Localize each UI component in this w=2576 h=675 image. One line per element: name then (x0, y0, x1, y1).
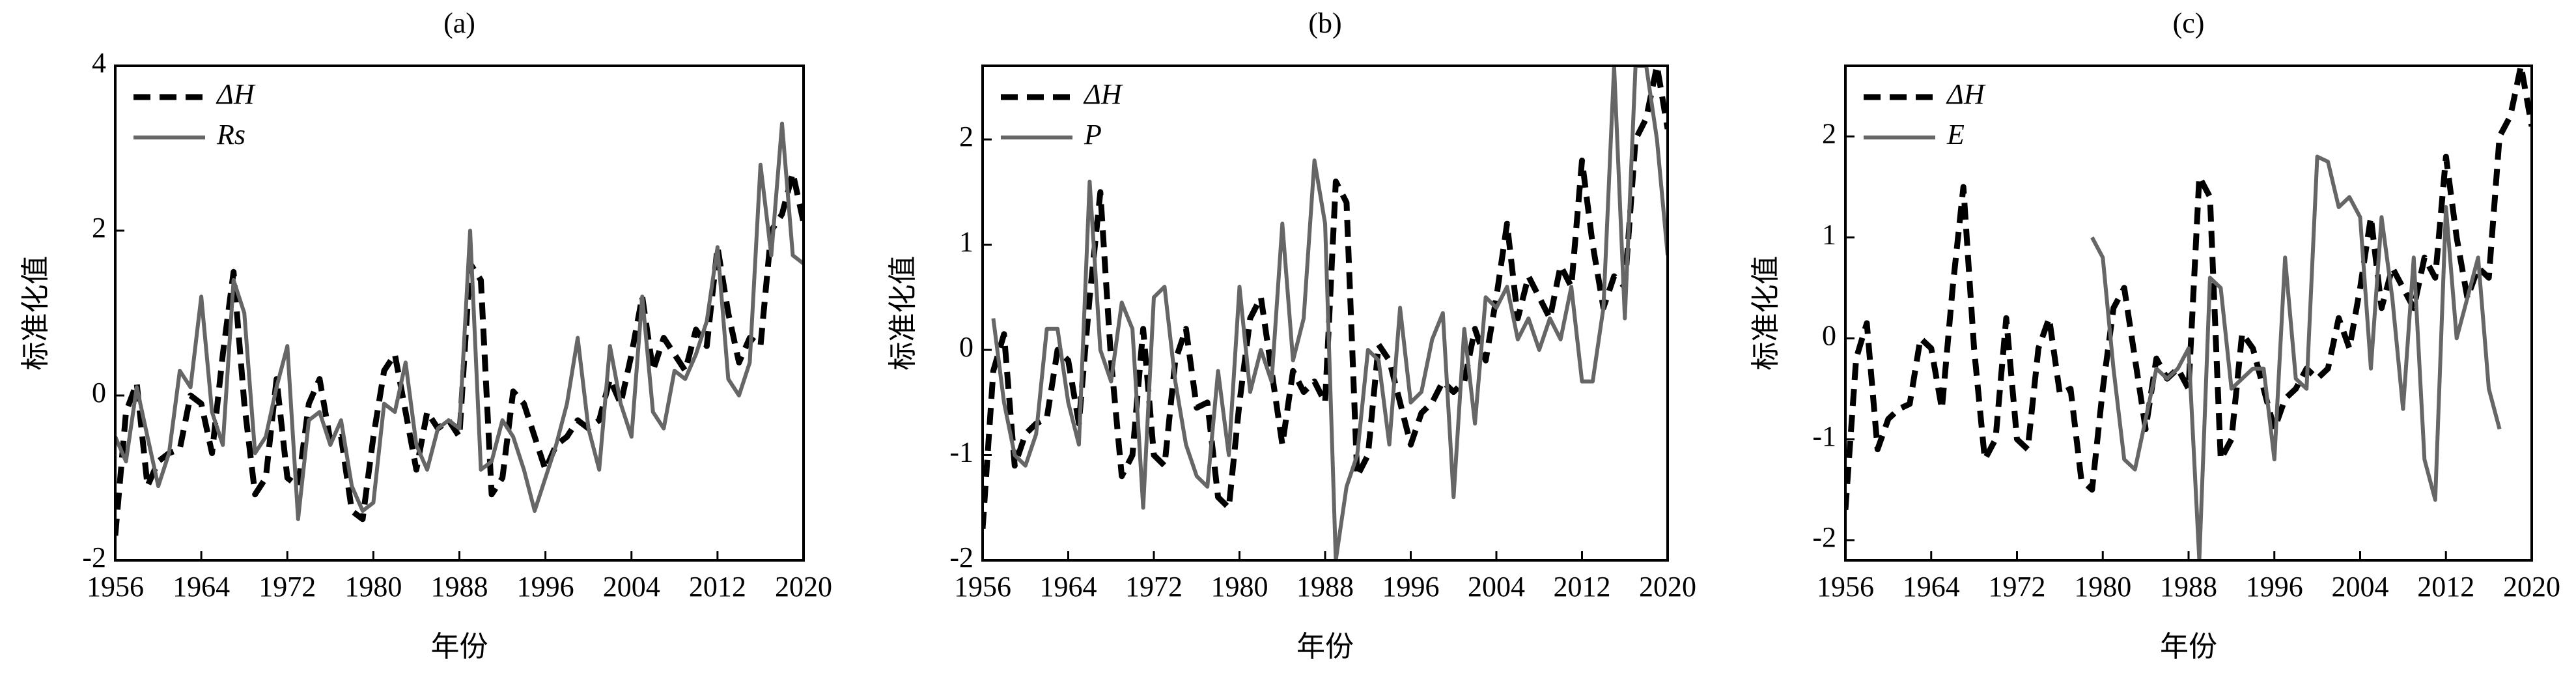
x-tick-label: 1988 (431, 571, 488, 603)
y-tick-label: 2 (92, 212, 106, 244)
x-tick-label: 1972 (1125, 571, 1183, 603)
data-line (983, 66, 1668, 529)
panel: (a) -2 0 2 4 1956 1964 1972 1980 1988 1996 2004 2012… (19, 7, 832, 663)
x-axis-label: 年份 (1296, 630, 1354, 663)
legend-label: ΔH (1946, 78, 1986, 110)
x-tick-label: 2004 (603, 571, 660, 603)
x-tick-label: 1956 (1817, 571, 1874, 603)
legend-label: E (1946, 119, 1965, 151)
data-line (115, 121, 804, 521)
legend-label: ΔH (216, 78, 256, 110)
panel: (b) -2 -1 0 1 2 1956 1964 1972 1980 1988 1996 2004 20… (886, 7, 1696, 663)
y-tick-label: -2 (949, 541, 973, 573)
x-tick-label: 1972 (1989, 571, 2046, 603)
x-tick-label: 2012 (1554, 571, 1611, 603)
x-tick-label: 1980 (2074, 571, 2131, 603)
axes-frame (981, 65, 1669, 562)
x-tick-label: 2012 (2417, 571, 2474, 603)
x-tick-label: 1980 (344, 571, 402, 603)
x-tick-label: 1964 (173, 571, 230, 603)
data-line (2090, 154, 2502, 560)
x-tick-label: 1996 (2246, 571, 2303, 603)
x-tick-label: 2004 (2332, 571, 2389, 603)
legend-label: ΔH (1083, 78, 1123, 110)
x-tick-label: 2020 (775, 571, 832, 603)
chart-title: (a) (443, 7, 475, 39)
axes-frame (114, 65, 805, 562)
y-tick-label: -2 (1812, 521, 1836, 553)
y-tick-label: 1 (1822, 218, 1836, 250)
x-tick-label: 1996 (1382, 571, 1440, 603)
x-tick-label: 2020 (1639, 571, 1696, 603)
x-tick-label: 1956 (954, 571, 1011, 603)
y-axis-label: 标准化值 (1749, 256, 1782, 371)
y-tick-label: 4 (92, 47, 106, 79)
y-axis-label: 标准化值 (19, 256, 52, 371)
y-tick-label: -2 (82, 541, 106, 573)
y-tick-label: -1 (1812, 420, 1836, 452)
y-tick-label: 2 (959, 121, 973, 152)
x-tick-label: 1980 (1211, 571, 1268, 603)
axes-frame (1844, 65, 2533, 562)
y-tick-label: 0 (1822, 319, 1836, 351)
x-tick-label: 1964 (1040, 571, 1097, 603)
x-axis-label: 年份 (2160, 630, 2217, 663)
x-tick-label: 1956 (87, 571, 144, 603)
x-tick-label: 1996 (517, 571, 574, 603)
data-line (115, 170, 804, 536)
y-axis-label: 标准化值 (886, 256, 919, 371)
x-tick-label: 1964 (1903, 571, 1960, 603)
y-tick-label: 2 (1822, 118, 1836, 150)
legend-label: P (1084, 119, 1102, 151)
x-tick-label: 2020 (2503, 571, 2560, 603)
x-axis-label: 年份 (431, 630, 488, 663)
legend-label: Rs (216, 119, 245, 151)
x-tick-label: 2012 (689, 571, 746, 603)
panel: (c) -2 -1 0 1 2 1956 1964 1972 1980 1988 1996 2004 20… (1749, 7, 2560, 663)
x-tick-label: 1972 (259, 571, 316, 603)
x-tick-label: 2004 (1468, 571, 1525, 603)
y-tick-label: 0 (959, 331, 973, 363)
chart-title: (c) (2173, 7, 2205, 39)
data-line (991, 66, 1668, 560)
x-tick-label: 1988 (1296, 571, 1354, 603)
chart-title: (b) (1308, 7, 1341, 39)
x-tick-label: 1988 (2160, 571, 2217, 603)
y-tick-label: -1 (949, 437, 973, 468)
y-tick-label: 0 (92, 377, 106, 409)
y-tick-label: 1 (959, 226, 973, 258)
